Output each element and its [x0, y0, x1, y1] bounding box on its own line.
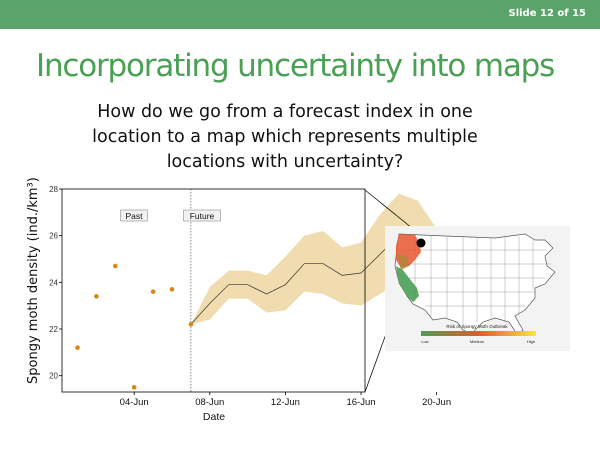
header-bar: Slide 12 of 15 [0, 0, 600, 29]
slide-subtitle: How do we go from a forecast index in on… [92, 102, 478, 172]
observed-point [150, 289, 156, 294]
x-tick-label: 20-Jun [422, 397, 451, 408]
zoom-line-top [364, 189, 413, 229]
slide-number: Slide 12 of 15 [508, 8, 587, 19]
us-map: Risk of Spongy Moth Outbreak Low Medium … [394, 233, 556, 344]
plot-frame [61, 188, 366, 393]
risk-mid-area [397, 254, 409, 270]
legend-label-medium: Medium [470, 339, 485, 344]
uncertainty-band [190, 193, 437, 329]
x-tick-label: 04-Jun [120, 397, 149, 408]
x-axis-label: Date [203, 411, 225, 423]
x-tick-label: 12-Jun [271, 397, 300, 408]
x-tick-label: 16-Jun [346, 397, 375, 408]
annotation-label: Future [190, 211, 215, 221]
y-axis-label: Spongy moth density (ind./km³) [26, 177, 41, 384]
observed-point [131, 385, 137, 390]
risk-low-area [396, 266, 419, 302]
observed-point [113, 263, 118, 269]
y-tick-label: 22 [49, 325, 58, 334]
observed-point [75, 345, 80, 350]
observed-point [169, 287, 175, 292]
legend-label-low: Low [421, 339, 428, 344]
risk-map: Risk of Spongy Moth Outbreak Low Medium … [385, 226, 570, 351]
y-tick-label: 24 [49, 278, 58, 287]
state-borders [397, 236, 551, 326]
observed-point [94, 294, 99, 299]
slide-title: Incorporating uncertainty into maps [36, 48, 555, 84]
x-tick-label: 08-Jun [195, 397, 224, 408]
annotation-box [120, 209, 148, 222]
location-marker [416, 238, 426, 248]
legend-gradient [421, 331, 536, 336]
legend-title: Risk of Spongy Moth Outbreak [446, 324, 508, 329]
annotation-label: Past [125, 211, 143, 221]
observed-point [188, 322, 194, 327]
annotation-box [183, 209, 221, 222]
y-tick-label: 26 [49, 232, 58, 241]
y-tick-label: 20 [49, 372, 58, 381]
legend-label-high: High [527, 339, 535, 344]
y-tick-label: 28 [49, 185, 58, 194]
